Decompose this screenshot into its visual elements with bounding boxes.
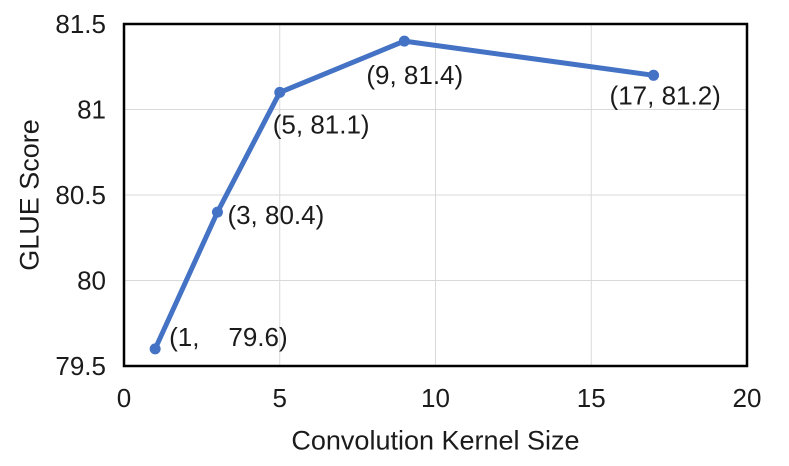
y-axis-tick-labels: 79.5 80 80.5 81 81.5 — [55, 9, 106, 381]
x-axis-title: Convolution Kernel Size — [291, 425, 579, 455]
data-point-marker — [274, 86, 286, 98]
x-tick-label: 10 — [421, 383, 450, 413]
y-tick-label: 79.5 — [55, 351, 106, 381]
y-tick-label: 81 — [77, 95, 106, 125]
point-labels: (1, 79.6) (3, 80.4) (5, 81.1) (9, 81.4) (17,… — [169, 60, 721, 352]
x-axis-tick-labels: 0 5 10 15 20 — [117, 383, 762, 413]
point-label: (3, 80.4) — [227, 200, 324, 230]
y-axis-title: GLUE Score — [14, 119, 44, 271]
y-tick-label: 81.5 — [55, 9, 106, 39]
data-point-marker — [149, 343, 161, 355]
point-label: (9, 81.4) — [366, 60, 463, 90]
y-tick-label: 80.5 — [55, 180, 106, 210]
x-tick-label: 20 — [733, 383, 762, 413]
point-label: (1, 79.6) — [169, 322, 288, 352]
point-label: (5, 81.1) — [273, 110, 370, 140]
data-series — [149, 35, 660, 355]
plot-border — [122, 22, 749, 368]
data-point-marker — [648, 69, 660, 81]
point-label: (17, 81.2) — [610, 80, 721, 110]
x-tick-label: 15 — [577, 383, 606, 413]
y-tick-label: 80 — [77, 266, 106, 296]
data-point-marker — [211, 206, 223, 218]
x-tick-label: 5 — [273, 383, 287, 413]
x-tick-label: 0 — [117, 383, 131, 413]
data-point-marker — [398, 35, 410, 47]
